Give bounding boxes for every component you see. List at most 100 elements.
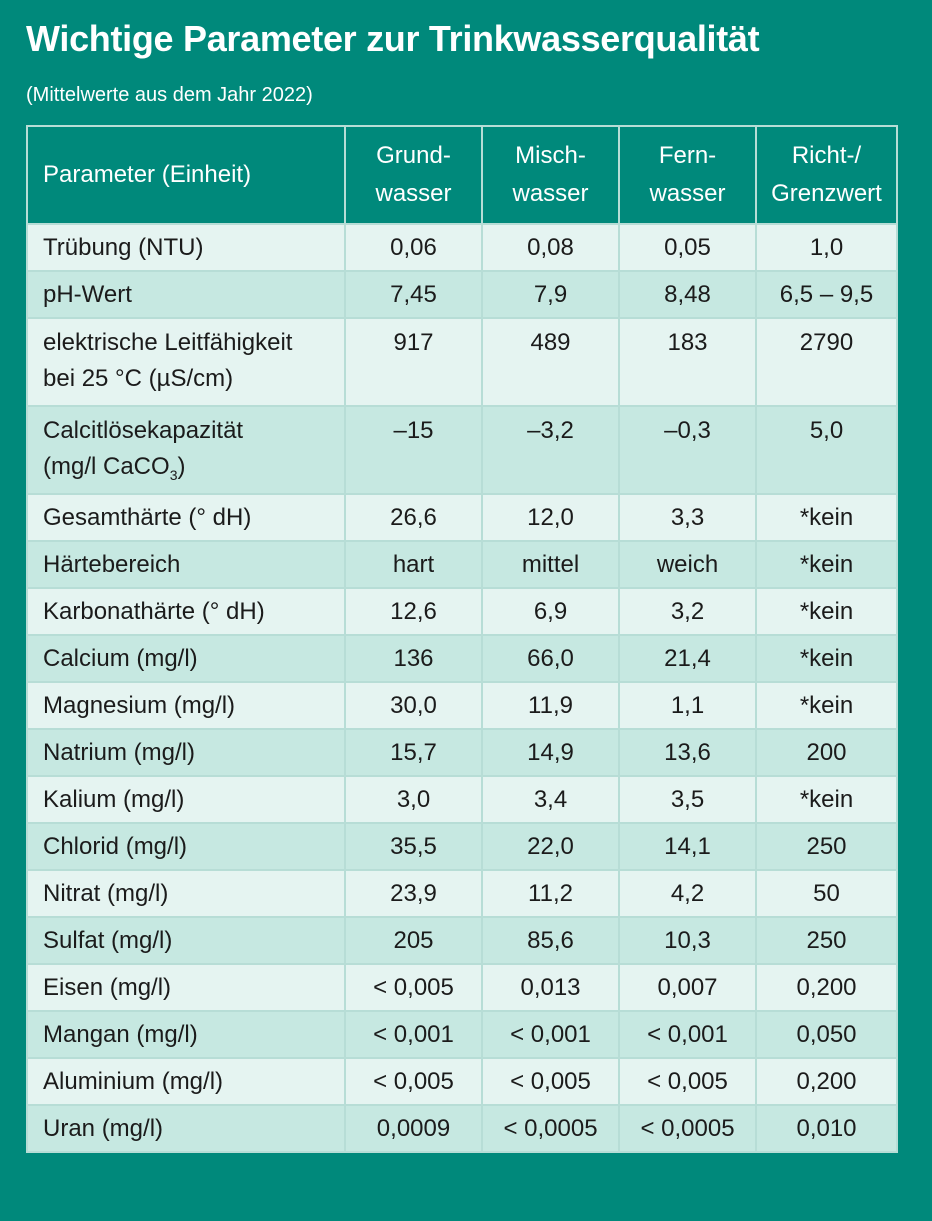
cell-grenzwert: 250 [755, 916, 898, 965]
cell-grundwasser: 136 [344, 634, 483, 683]
cell-grundwasser: 26,6 [344, 493, 483, 542]
cell-grundwasser: 23,9 [344, 869, 483, 918]
header-grundwasser-line1: Grund- [376, 142, 451, 169]
cell-parameter: Härtebereich [26, 540, 346, 589]
table-row: Mangan (mg/l) < 0,001 < 0,001 < 0,001 0,… [26, 1010, 898, 1059]
cell-fernwasser: < 0,0005 [618, 1104, 757, 1153]
cell-grundwasser: 0,06 [344, 223, 483, 272]
cell-mischwasser: 85,6 [481, 916, 620, 965]
cell-fernwasser: 0,05 [618, 223, 757, 272]
cell-mischwasser: < 0,001 [481, 1010, 620, 1059]
table-row: Trübung (NTU) 0,06 0,08 0,05 1,0 [26, 223, 898, 272]
header-mischwasser: Misch-wasser [481, 125, 620, 225]
header-grundwasser-line2: wasser [375, 180, 452, 207]
cell-parameter: elektrische Leitfähigkeit bei 25 °C (µS/c… [26, 317, 346, 407]
cell-parameter: Chlorid (mg/l) [26, 822, 346, 871]
cell-parameter: Magnesium (mg/l) [26, 681, 346, 730]
cell-mischwasser: 6,9 [481, 587, 620, 636]
cell-parameter: Nitrat (mg/l) [26, 869, 346, 918]
cell-parameter: pH-Wert [26, 270, 346, 319]
cell-grenzwert: 50 [755, 869, 898, 918]
cell-grundwasser: 7,45 [344, 270, 483, 319]
cell-parameter-line1: Calcitlösekapazität [43, 417, 244, 444]
cell-mischwasser: 3,4 [481, 775, 620, 824]
cell-grenzwert: 250 [755, 822, 898, 871]
cell-fernwasser: < 0,001 [618, 1010, 757, 1059]
cell-parameter: Gesamthärte (° dH) [26, 493, 346, 542]
cell-parameter-line2b: ) [177, 453, 186, 480]
cell-parameter-line2: bei 25 °C (µS/cm) [43, 365, 234, 392]
cell-grenzwert: 1,0 [755, 223, 898, 272]
cell-grenzwert: 0,050 [755, 1010, 898, 1059]
cell-parameter: Karbonathärte (° dH) [26, 587, 346, 636]
cell-parameter: Eisen (mg/l) [26, 963, 346, 1012]
cell-mischwasser: –3,2 [481, 405, 620, 495]
cell-parameter-line1: elektrische Leitfähigkeit [43, 329, 293, 356]
cell-grenzwert: *kein [755, 634, 898, 683]
cell-grenzwert: 0,200 [755, 1057, 898, 1106]
cell-grenzwert: 0,010 [755, 1104, 898, 1153]
cell-parameter: Calcitlösekapazität (mg/l CaCO3) [26, 405, 346, 495]
cell-grenzwert: *kein [755, 681, 898, 730]
header-parameter: Parameter (Einheit) [26, 125, 346, 225]
cell-mischwasser: < 0,0005 [481, 1104, 620, 1153]
cell-grenzwert: 2790 [755, 317, 898, 407]
cell-parameter: Natrium (mg/l) [26, 728, 346, 777]
table-row: Härtebereich hart mittel weich *kein [26, 540, 898, 589]
cell-fernwasser: –0,3 [618, 405, 757, 495]
cell-parameter: Uran (mg/l) [26, 1104, 346, 1153]
parameter-table: Parameter (Einheit) Grund-wasser Misch-w… [26, 125, 898, 1153]
cell-fernwasser: 4,2 [618, 869, 757, 918]
cell-fernwasser: 3,2 [618, 587, 757, 636]
cell-parameter: Mangan (mg/l) [26, 1010, 346, 1059]
cell-fernwasser: 14,1 [618, 822, 757, 871]
cell-fernwasser: 3,5 [618, 775, 757, 824]
cell-fernwasser: 13,6 [618, 728, 757, 777]
table-row: Magnesium (mg/l) 30,0 11,9 1,1 *kein [26, 681, 898, 730]
table-row: Chlorid (mg/l) 35,5 22,0 14,1 250 [26, 822, 898, 871]
cell-grundwasser: 205 [344, 916, 483, 965]
cell-parameter: Kalium (mg/l) [26, 775, 346, 824]
header-fernwasser-line1: Fern- [658, 142, 717, 169]
header-fernwasser-line2: wasser [649, 180, 726, 207]
table-row: elektrische Leitfähigkeit bei 25 °C (µS/c… [26, 317, 898, 407]
cell-grundwasser: 35,5 [344, 822, 483, 871]
cell-grenzwert: 0,200 [755, 963, 898, 1012]
header-mischwasser-line1: Misch- [515, 142, 586, 169]
cell-mischwasser: 7,9 [481, 270, 620, 319]
cell-grenzwert: 5,0 [755, 405, 898, 495]
cell-grenzwert: 200 [755, 728, 898, 777]
cell-parameter-subscript: 3 [169, 466, 178, 483]
table-row: Karbonathärte (° dH) 12,6 6,9 3,2 *kein [26, 587, 898, 636]
cell-grundwasser: 0,0009 [344, 1104, 483, 1153]
cell-parameter-line2a: (mg/l CaCO [43, 453, 170, 480]
cell-grenzwert: *kein [755, 775, 898, 824]
cell-fernwasser: 21,4 [618, 634, 757, 683]
header-fernwasser: Fern-wasser [618, 125, 757, 225]
table-row: Aluminium (mg/l) < 0,005 < 0,005 < 0,005… [26, 1057, 898, 1106]
table-row: Calcium (mg/l) 136 66,0 21,4 *kein [26, 634, 898, 683]
table-row: Nitrat (mg/l) 23,9 11,2 4,2 50 [26, 869, 898, 918]
cell-fernwasser: 8,48 [618, 270, 757, 319]
cell-mischwasser: mittel [481, 540, 620, 589]
cell-mischwasser: < 0,005 [481, 1057, 620, 1106]
table-row: pH-Wert 7,45 7,9 8,48 6,5 – 9,5 [26, 270, 898, 319]
table-row: Kalium (mg/l) 3,0 3,4 3,5 *kein [26, 775, 898, 824]
header-grenzwert-line2: Grenzwert [771, 180, 882, 207]
cell-fernwasser: 183 [618, 317, 757, 407]
cell-fernwasser: 10,3 [618, 916, 757, 965]
cell-grenzwert: *kein [755, 493, 898, 542]
cell-grundwasser: –15 [344, 405, 483, 495]
cell-mischwasser: 11,9 [481, 681, 620, 730]
cell-grundwasser: < 0,005 [344, 1057, 483, 1106]
cell-parameter: Calcium (mg/l) [26, 634, 346, 683]
cell-fernwasser: 3,3 [618, 493, 757, 542]
table-header-row: Parameter (Einheit) Grund-wasser Misch-w… [26, 125, 898, 225]
header-grenzwert: Richt-/ Grenzwert [755, 125, 898, 225]
cell-mischwasser: 0,08 [481, 223, 620, 272]
cell-parameter: Sulfat (mg/l) [26, 916, 346, 965]
header-grenzwert-line1: Richt-/ [791, 142, 862, 169]
cell-fernwasser: weich [618, 540, 757, 589]
cell-parameter: Trübung (NTU) [26, 223, 346, 272]
header-grundwasser: Grund-wasser [344, 125, 483, 225]
